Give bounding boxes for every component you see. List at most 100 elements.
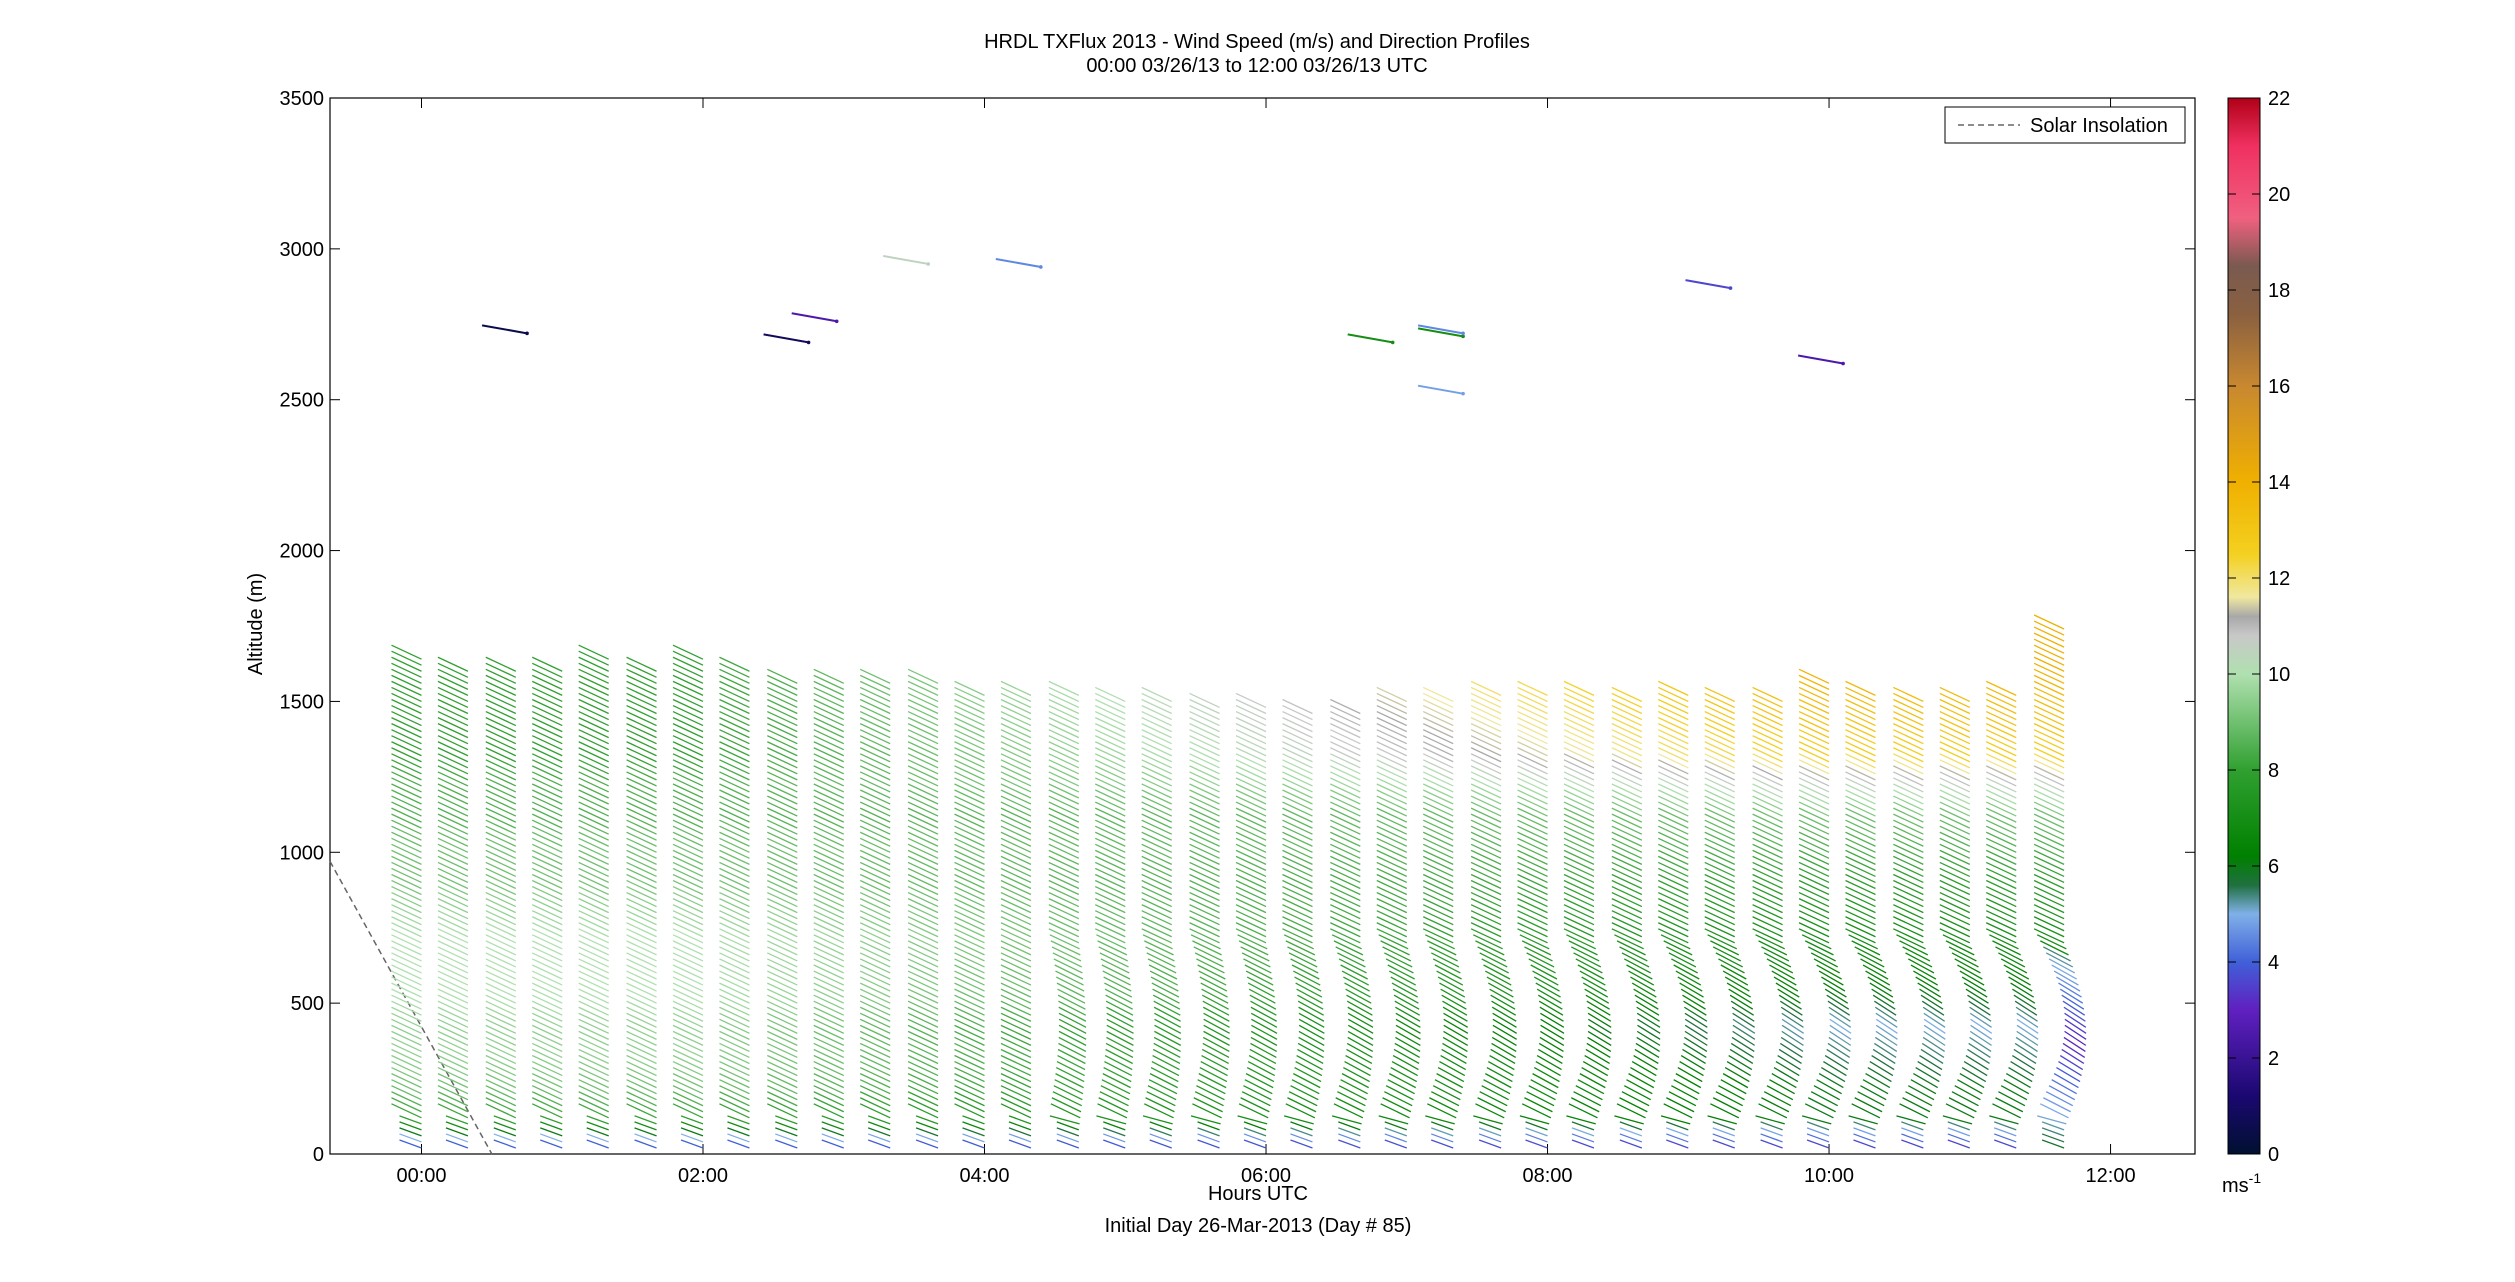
- wind-barb: [859, 1079, 891, 1095]
- wind-barb: [1094, 813, 1126, 829]
- wind-barb: [1773, 1067, 1799, 1083]
- wind-barb: [1948, 1097, 1977, 1113]
- wind-barb: [1395, 1036, 1421, 1052]
- wind-barb: [1422, 795, 1454, 811]
- wind-barb: [1141, 783, 1172, 799]
- wind-barb: [672, 873, 704, 890]
- wind-barb: [1144, 940, 1174, 956]
- wind-barb: [1893, 795, 1924, 811]
- wind-barb: [767, 1030, 798, 1046]
- wind-barb: [767, 976, 798, 992]
- wind-barb: [1985, 879, 2017, 896]
- wind-barb: [1394, 1000, 1420, 1016]
- wind-barb: [1189, 771, 1220, 787]
- wind-barb: [1282, 813, 1313, 829]
- wind-barb: [1715, 1091, 1743, 1107]
- wind-barb: [813, 686, 845, 703]
- wind-barb: [626, 1012, 657, 1028]
- wind-barb: [954, 753, 985, 769]
- wind-barb: [531, 958, 563, 974]
- wind-profile: [1893, 686, 1946, 1149]
- wind-barb: [2012, 988, 2036, 1004]
- wind-barb: [485, 1103, 517, 1119]
- wind-barb: [485, 831, 517, 847]
- wind-barb: [859, 807, 891, 823]
- wind-barb: [1845, 710, 1876, 727]
- wind-barb: [1282, 904, 1313, 920]
- wind-barb: [1893, 849, 1924, 865]
- high-altitude-barb-dot: [1461, 334, 1465, 339]
- wind-barb: [859, 741, 891, 757]
- wind-barb: [1635, 1042, 1660, 1059]
- wind-barb: [485, 952, 517, 968]
- wind-barb: [2016, 1012, 2039, 1028]
- wind-barb: [1967, 994, 1990, 1010]
- wind-barb: [1431, 952, 1460, 968]
- wind-barb: [1845, 801, 1876, 817]
- wind-barb: [1939, 801, 1971, 817]
- wind-barb: [1845, 928, 1876, 944]
- wind-barb: [1201, 1054, 1229, 1071]
- wind-barb: [1540, 1012, 1565, 1028]
- wind-barb: [1851, 940, 1881, 956]
- wind-barb: [1478, 1127, 1502, 1137]
- wind-barb: [1189, 801, 1220, 817]
- wind-barb: [437, 1097, 469, 1113]
- wind-barb: [1436, 970, 1464, 986]
- wind-barb: [1517, 741, 1548, 757]
- wind-barb: [2045, 952, 2074, 968]
- wind-barb: [1769, 964, 1795, 980]
- wind-barb: [672, 879, 704, 896]
- wind-barb: [391, 898, 422, 914]
- wind-barb: [1470, 753, 1502, 769]
- wind-barb: [1422, 753, 1454, 769]
- wind-barb: [907, 982, 939, 998]
- wind-barb: [437, 831, 469, 847]
- wind-profile: [1470, 680, 1517, 1149]
- wind-barb: [1141, 710, 1172, 727]
- wind-barb: [907, 946, 939, 962]
- wind-barb: [1818, 970, 1844, 986]
- wind-barb: [907, 873, 939, 890]
- wind-barb: [907, 843, 939, 859]
- wind-barb: [1517, 747, 1548, 763]
- wind-barb: [1479, 1091, 1508, 1107]
- wind-barb: [813, 807, 845, 823]
- wind-barb: [672, 885, 704, 902]
- wind-barb: [954, 885, 985, 902]
- wind-barb: [1816, 964, 1842, 980]
- wind-barb: [391, 1091, 422, 1107]
- wind-barb: [719, 753, 750, 769]
- wind-barb: [1470, 813, 1502, 829]
- wind-barb: [578, 837, 609, 853]
- wind-barb: [719, 668, 750, 684]
- wind-barb: [1679, 982, 1704, 998]
- wind-barb: [1845, 807, 1876, 823]
- wind-barb: [1282, 861, 1313, 878]
- wind-barb: [1376, 729, 1408, 745]
- wind-barb: [954, 729, 985, 745]
- wind-barb: [437, 801, 469, 817]
- wind-barb: [1666, 1133, 1689, 1143]
- wind-barb: [907, 922, 939, 938]
- wind-barb: [578, 1066, 609, 1083]
- wind-barb: [1563, 717, 1595, 733]
- wind-barb: [1470, 704, 1502, 721]
- wind-barb: [1893, 735, 1924, 751]
- wind-barb: [1000, 771, 1032, 787]
- wind-barb: [1992, 1103, 2021, 1119]
- wind-barb: [813, 710, 845, 727]
- wind-barb: [1486, 1067, 1513, 1083]
- wind-barb: [1235, 928, 1267, 944]
- wind-barb: [1478, 1139, 1502, 1149]
- wind-barb: [1104, 1054, 1133, 1071]
- wind-barb: [2008, 1067, 2033, 1083]
- wind-barb: [1658, 892, 1689, 908]
- wind-barb: [1807, 946, 1836, 962]
- wind-barb: [1563, 741, 1595, 757]
- wind-barb: [391, 1054, 422, 1071]
- wind-barb: [1094, 825, 1126, 841]
- wind-barb: [915, 1115, 939, 1125]
- wind-barb: [1798, 747, 1830, 763]
